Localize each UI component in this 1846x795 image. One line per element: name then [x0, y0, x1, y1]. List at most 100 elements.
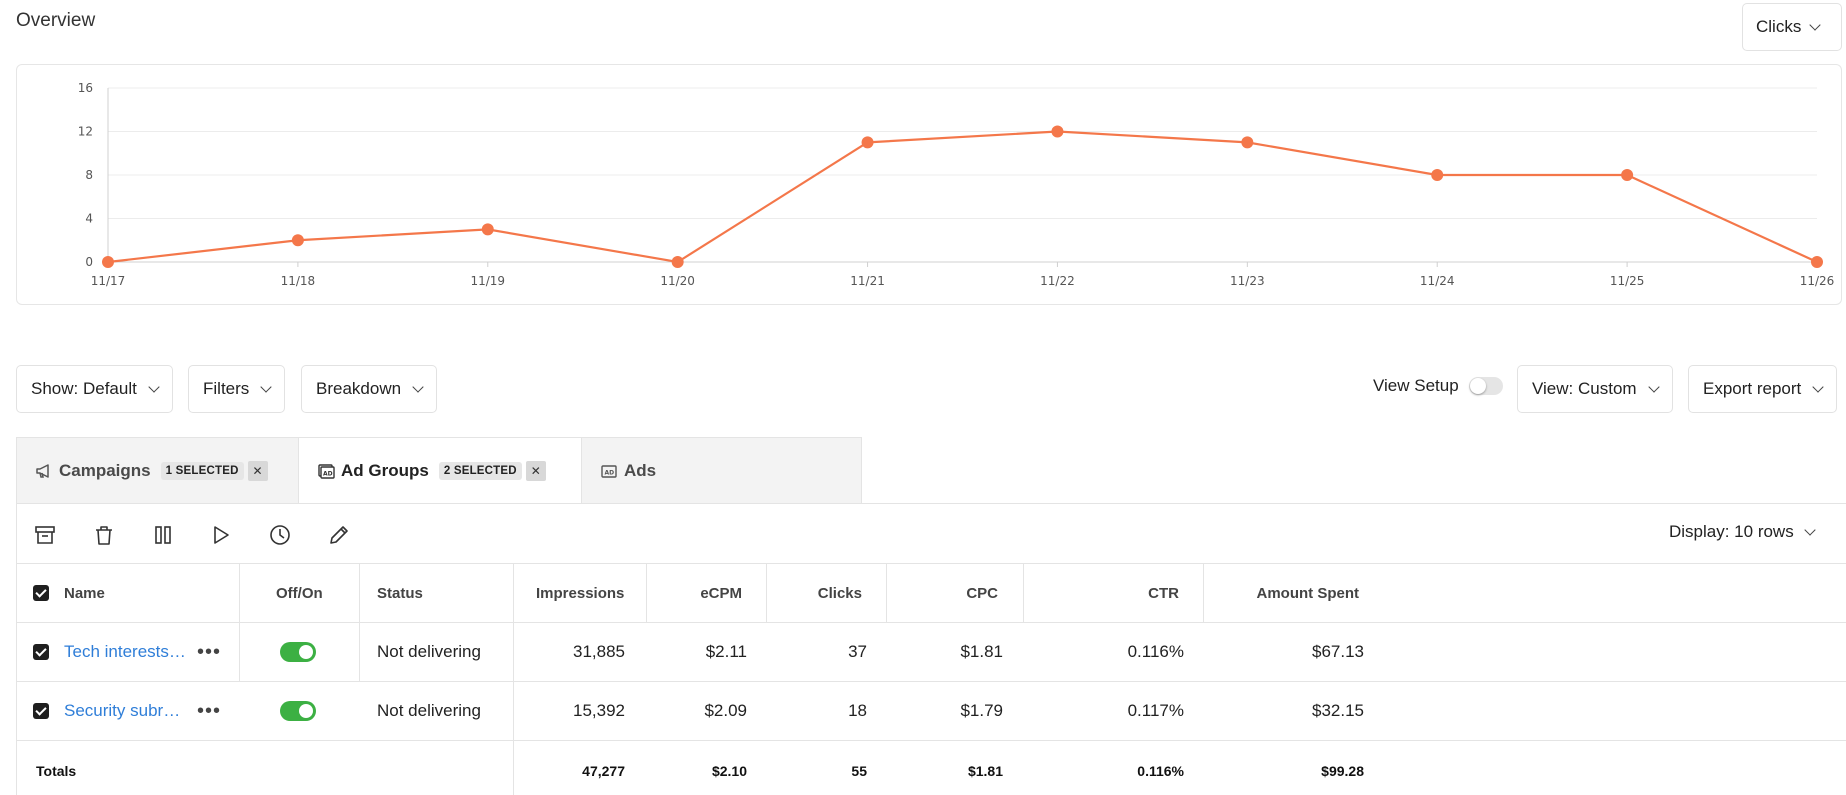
- show-dropdown[interactable]: Show: Default: [16, 365, 173, 413]
- ad-group-name-link[interactable]: Tech interests…: [64, 642, 186, 661]
- row-actions-icon[interactable]: •••: [197, 640, 222, 663]
- x-tick-label: 11/19: [470, 274, 505, 288]
- display-rows-dropdown[interactable]: Display: 10 rows: [1669, 522, 1816, 542]
- col-cpc[interactable]: CPC: [966, 584, 998, 602]
- display-rows-label: Display: 10 rows: [1669, 522, 1794, 541]
- row-on-toggle[interactable]: [280, 701, 316, 721]
- x-tick-label: 11/20: [660, 274, 695, 288]
- filters-dropdown[interactable]: Filters: [188, 365, 286, 413]
- total-amount-spent: $99.28: [1321, 762, 1364, 779]
- archive-icon[interactable]: [34, 524, 56, 546]
- trash-icon[interactable]: [93, 524, 115, 546]
- total-cpc: $1.81: [967, 762, 1003, 779]
- col-ctr[interactable]: CTR: [1148, 584, 1179, 602]
- ad-group-icon: AD: [317, 462, 335, 480]
- y-tick-label: 0: [85, 255, 93, 269]
- edit-icon[interactable]: [328, 524, 350, 546]
- data-point: [291, 234, 304, 247]
- chevron-down-icon: [1647, 381, 1660, 393]
- breakdown-dropdown[interactable]: Breakdown: [301, 365, 438, 413]
- view-setup-label: View Setup: [1373, 376, 1459, 395]
- row-checkbox[interactable]: [33, 644, 49, 660]
- x-tick-label: 11/18: [281, 274, 316, 288]
- amount-spent-value: $32.15: [1312, 701, 1364, 720]
- impressions-value: 31,885: [573, 642, 625, 661]
- data-point: [1431, 169, 1444, 181]
- total-clicks: 55: [851, 762, 867, 779]
- col-amount-spent[interactable]: Amount Spent: [1256, 584, 1360, 602]
- col-clicks[interactable]: Clicks: [817, 584, 862, 602]
- col-off-on[interactable]: Off/On: [276, 584, 323, 602]
- pause-icon[interactable]: [152, 524, 174, 546]
- tab-ad-groups[interactable]: AD Ad Groups 2 SELECTED ✕: [299, 437, 581, 504]
- col-name[interactable]: Name: [64, 584, 105, 602]
- status-text: Not delivering: [377, 701, 481, 720]
- ecpm-value: $2.11: [705, 642, 747, 661]
- megaphone-icon: [35, 462, 53, 480]
- data-point: [1241, 136, 1254, 149]
- clear-selection-button[interactable]: ✕: [525, 461, 546, 481]
- show-dropdown-label: Show: Default: [31, 379, 137, 398]
- row-checkbox[interactable]: [33, 703, 49, 719]
- line-chart: 0 4 8 12 16 11/17 11/18 11/19 11/20 11/21 11/22 11/…: [78, 81, 1835, 288]
- y-tick-label: 8: [85, 168, 93, 182]
- table-header: Name Off/On Status Impressions eCPM Clic…: [17, 564, 1846, 623]
- col-ecpm[interactable]: eCPM: [700, 584, 742, 602]
- export-report-label: Export report: [1703, 379, 1802, 398]
- chevron-down-icon: [1804, 524, 1816, 536]
- table-toolbar: Display: 10 rows: [17, 504, 1846, 564]
- data-point: [102, 256, 114, 268]
- view-dropdown[interactable]: View: Custom: [1517, 365, 1673, 413]
- clicks-value: 37: [848, 642, 867, 661]
- data-point: [1621, 169, 1634, 181]
- x-tick-label: 11/21: [850, 274, 885, 288]
- ecpm-value: $2.09: [704, 701, 747, 720]
- tab-ads-label: Ads: [624, 460, 657, 480]
- row-actions-icon[interactable]: •••: [197, 699, 222, 722]
- tab-ads[interactable]: AD Ads: [581, 437, 862, 504]
- tab-ad-groups-label: Ad Groups: [341, 461, 429, 480]
- ad-icon: AD: [600, 462, 618, 480]
- chevron-down-icon: [1809, 19, 1822, 31]
- clear-selection-button[interactable]: ✕: [247, 460, 268, 481]
- ad-groups-table: Display: 10 rows Name Off/On Status Impr…: [16, 503, 1846, 795]
- filters-dropdown-label: Filters: [203, 379, 250, 398]
- cpc-value: $1.79: [960, 701, 1003, 720]
- data-point: [481, 223, 494, 236]
- y-tick-label: 4: [85, 212, 93, 226]
- select-all-checkbox[interactable]: [33, 585, 49, 601]
- amount-spent-value: $67.13: [1312, 642, 1364, 661]
- metric-dropdown[interactable]: Clicks: [1742, 3, 1842, 51]
- x-tick-label: 11/23: [1230, 274, 1265, 288]
- data-point: [1051, 125, 1064, 138]
- x-tick-label: 11/24: [1420, 274, 1455, 288]
- selected-badge: 2 SELECTED: [438, 462, 522, 480]
- export-report-dropdown[interactable]: Export report: [1688, 365, 1838, 413]
- col-impressions[interactable]: Impressions: [536, 584, 625, 602]
- totals-label: Totals: [36, 762, 77, 779]
- ad-group-name-link[interactable]: Security subr…: [64, 701, 181, 720]
- play-icon[interactable]: [210, 524, 232, 546]
- overview-chart: 0 4 8 12 16 11/17 11/18 11/19 11/20 11/21 11/22 11/…: [16, 64, 1842, 305]
- clock-icon[interactable]: [269, 524, 291, 546]
- total-impressions: 47,277: [582, 762, 625, 779]
- table-row: Tech interests… ••• Not delivering 31,88…: [17, 623, 1846, 682]
- status-text: Not delivering: [377, 642, 481, 661]
- row-on-toggle[interactable]: [280, 642, 316, 662]
- chevron-down-icon: [148, 381, 160, 393]
- series-line: [107, 130, 1818, 264]
- total-ecpm: $2.10: [711, 762, 747, 779]
- impressions-value: 15,392: [573, 701, 625, 720]
- col-status[interactable]: Status: [377, 584, 423, 602]
- selected-badge: 1 SELECTED: [160, 461, 244, 480]
- clicks-value: 18: [848, 701, 867, 720]
- cpc-value: $1.81: [960, 642, 1003, 661]
- totals-row: Totals 47,277 $2.10 55 $1.81 0.116% $99.…: [17, 741, 1846, 795]
- data-point: [1811, 256, 1823, 268]
- svg-text:AD: AD: [323, 471, 333, 478]
- x-tick-label: 11/25: [1610, 274, 1645, 288]
- table-row: Security subr… ••• Not delivering 15,392…: [17, 682, 1846, 741]
- tab-campaigns[interactable]: Campaigns 1 SELECTED ✕: [16, 437, 299, 504]
- view-setup-toggle[interactable]: [1468, 377, 1503, 395]
- breakdown-dropdown-label: Breakdown: [316, 379, 402, 398]
